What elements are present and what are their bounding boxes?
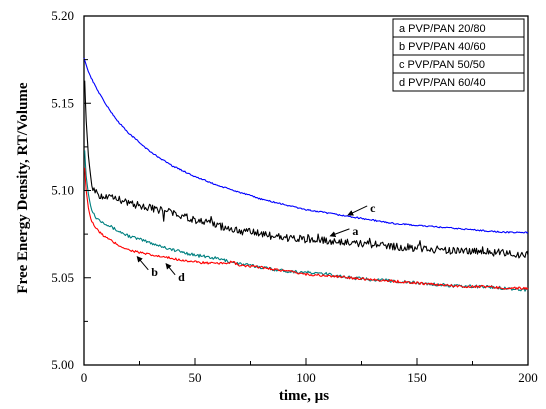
series-group <box>83 57 529 292</box>
annotation-arrow-b <box>136 256 149 271</box>
series-line-c <box>83 57 529 234</box>
x-tick-label: 200 <box>518 370 538 385</box>
annotation-label-c: c <box>370 201 376 215</box>
series-line-a <box>84 80 529 259</box>
legend-entry-b: b PVP/PAN 40/60 <box>399 41 486 53</box>
annotation-arrow-c <box>347 205 368 216</box>
annotation-label-d: d <box>178 270 185 284</box>
annotations: a b c d <box>136 201 376 284</box>
annotation-label-b: b <box>151 265 158 279</box>
axis-ticks: 0 50 100 150 200 5.00 5.05 5.10 5.15 5.20 <box>51 8 538 385</box>
x-axis-title: time, µs <box>279 388 329 404</box>
y-tick-label: 5.10 <box>51 183 74 198</box>
annotation-label-a: a <box>352 224 358 238</box>
x-tick-label: 0 <box>81 370 88 385</box>
y-axis-title: Free Energy Density, RT/Volume <box>15 82 31 293</box>
y-tick-label: 5.00 <box>51 357 74 372</box>
y-tick-label: 5.05 <box>51 270 74 285</box>
y-tick-label: 5.20 <box>51 8 74 23</box>
series-line-b <box>84 150 529 292</box>
y-tick-label: 5.15 <box>51 95 74 110</box>
x-tick-label: 150 <box>407 370 427 385</box>
x-tick-label: 50 <box>189 370 202 385</box>
x-tick-label: 100 <box>296 370 316 385</box>
legend: a PVP/PAN 20/80 b PVP/PAN 40/60 c PVP/PAN … <box>392 18 525 92</box>
legend-box <box>392 72 525 92</box>
legend-entry-d: d PVP/PAN 60/40 <box>399 77 486 89</box>
series-line-d <box>84 167 529 290</box>
legend-entry-a: a PVP/PAN 20/80 <box>399 23 486 35</box>
legend-entry-c: c PVP/PAN 50/50 <box>399 59 485 71</box>
annotation-arrow-a <box>329 228 350 237</box>
annotation-arrow-d <box>165 263 176 276</box>
